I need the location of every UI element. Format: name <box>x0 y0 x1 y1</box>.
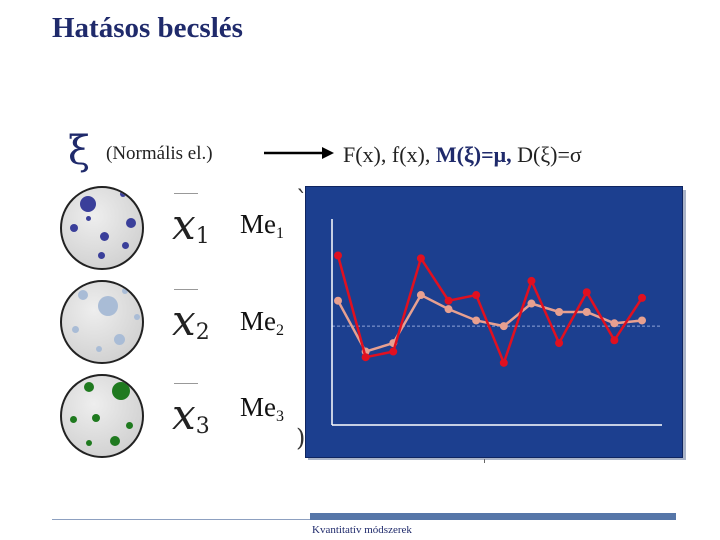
distribution-label: (Normális el.) <box>106 143 213 164</box>
series-1-point-6 <box>472 291 481 300</box>
sample-dot <box>114 334 125 345</box>
sample-var-3: x3 <box>172 390 210 439</box>
sample-dot <box>98 296 118 316</box>
sample-dot <box>134 314 140 320</box>
series-2-point-9 <box>555 308 564 316</box>
sample-circle-1 <box>60 186 144 270</box>
footer-bar <box>310 513 676 520</box>
divider <box>174 289 198 290</box>
sample-dot <box>86 216 91 221</box>
sample-var-2: x2 <box>172 296 210 345</box>
series-1-point-3 <box>389 347 398 356</box>
sample-dot <box>100 232 109 241</box>
xi-symbol: ξ <box>68 128 91 174</box>
params-functions: F(x), f(x), <box>343 142 436 167</box>
params-deviation: D(ξ)=σ <box>511 142 582 167</box>
series-1-point-10 <box>582 288 591 297</box>
sample-dot <box>122 288 128 294</box>
series-1-point-4 <box>416 254 425 263</box>
footer-text: Kvantitatív módszerek <box>312 524 412 536</box>
sample-dot <box>112 382 130 400</box>
divider <box>174 193 198 194</box>
sample-dot <box>70 224 78 232</box>
series-2-point-10 <box>582 308 591 316</box>
series-2-point-11 <box>610 319 619 328</box>
sample-dot <box>98 252 105 259</box>
sample-dot <box>126 422 133 429</box>
series-2-point-4 <box>416 291 425 300</box>
sample-dot <box>78 290 88 300</box>
series-2-point-12 <box>638 316 646 325</box>
divider <box>174 383 198 384</box>
estimator-label-2: Me2 <box>240 306 284 339</box>
sample-dot <box>70 416 77 423</box>
sample-circle-3 <box>60 374 144 458</box>
estimator-label-1: Me1 <box>240 209 284 242</box>
sample-circle-2 <box>60 280 144 364</box>
footer-line <box>52 519 310 520</box>
params-mean: M(ξ)=μ, <box>435 142 512 167</box>
sample-dot <box>122 242 129 249</box>
series-1-point-1 <box>334 251 342 260</box>
series-2-point-8 <box>527 299 536 308</box>
series-1-point-7 <box>499 358 508 367</box>
series-2-point-5 <box>444 305 453 314</box>
series-line-2 <box>336 293 643 354</box>
series-1-point-8 <box>527 276 536 285</box>
sample-dot <box>126 218 136 228</box>
sample-dot <box>96 346 102 352</box>
sample-dot <box>86 440 92 446</box>
estimator-label-3: Me3 <box>240 392 284 425</box>
distribution-params: F(x), f(x), M(ξ)=μ, D(ξ)=σ <box>343 142 582 168</box>
series-1-point-12 <box>638 293 646 302</box>
line-chart <box>331 219 662 426</box>
sample-var-1: x1 <box>172 200 210 249</box>
sample-dot <box>110 436 120 446</box>
series-2-point-1 <box>334 296 342 305</box>
series-2-point-6 <box>472 316 481 325</box>
arrow-right-icon <box>264 147 334 159</box>
sample-dot <box>120 191 126 197</box>
tick-mark <box>484 459 485 463</box>
sample-dot <box>92 414 100 422</box>
sample-dot <box>80 196 96 212</box>
brace-bottom: ) <box>296 424 306 452</box>
chart-panel <box>305 186 683 458</box>
series-1-point-11 <box>610 336 619 345</box>
series-1-point-2 <box>361 353 370 362</box>
series-line-1 <box>336 255 644 367</box>
sample-dot <box>84 382 94 392</box>
series-1-point-9 <box>555 339 564 348</box>
series-1-point-5 <box>444 296 453 305</box>
slide-title: Hatásos becslés <box>52 12 243 44</box>
series-2-point-7 <box>499 322 508 331</box>
sample-dot <box>72 326 79 333</box>
